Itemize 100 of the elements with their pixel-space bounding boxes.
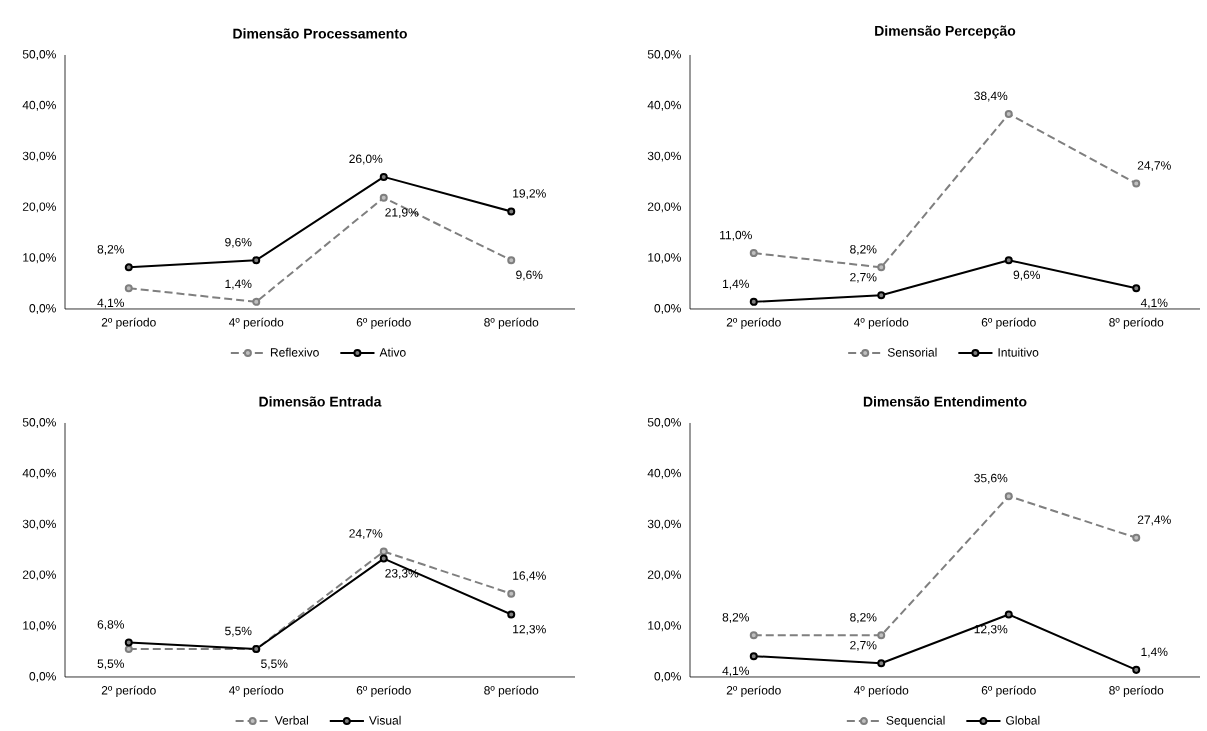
- point: [1004, 610, 1013, 619]
- point: [1132, 179, 1141, 188]
- point: [1132, 533, 1141, 542]
- x-tick-label: 6º período: [981, 685, 1036, 697]
- y-tick-label: 20,0%: [22, 202, 56, 213]
- point: [379, 547, 388, 556]
- x-tick-label: 8º período: [484, 317, 539, 329]
- data-label: 9,6%: [1013, 270, 1041, 281]
- point: [124, 645, 133, 654]
- x-tick-label: 4º período: [853, 317, 909, 329]
- point: [1132, 665, 1141, 674]
- x-tick-label: 4º período: [853, 685, 909, 697]
- data-label: 2,7%: [850, 640, 877, 651]
- data-label: 12,3%: [513, 624, 546, 635]
- data-label: 26,0%: [349, 154, 383, 165]
- point: [877, 659, 886, 668]
- data-label: 5,5%: [97, 659, 125, 670]
- point: [507, 256, 516, 265]
- y-tick-label: 10,0%: [23, 621, 56, 632]
- point: [124, 284, 133, 293]
- data-label: 8,2%: [850, 245, 877, 255]
- data-label: 8,2%: [97, 245, 125, 255]
- data-label: 38,4%: [974, 91, 1008, 102]
- chart-title: Dimensão Processamento: [233, 28, 407, 39]
- point: [877, 263, 886, 272]
- point: [379, 193, 388, 202]
- data-label: 12,3%: [974, 624, 1008, 635]
- data-label: 23,3%: [385, 569, 419, 579]
- x-tick-label: 2º período: [101, 685, 156, 697]
- point: [749, 297, 758, 306]
- legend-label: Reflexivo: [270, 347, 319, 357]
- point: [877, 291, 886, 300]
- data-label: 11,0%: [720, 230, 752, 241]
- y-tick-label: 40,0%: [647, 468, 681, 479]
- y-tick-label: 20,0%: [22, 570, 56, 581]
- y-tick-label: 0,0%: [29, 304, 56, 314]
- data-label: 9,6%: [516, 270, 543, 281]
- data-label: 4,1%: [97, 298, 125, 309]
- chart-title: Dimensão Entrada: [259, 396, 382, 407]
- point: [1004, 256, 1013, 265]
- point: [1132, 284, 1141, 293]
- y-tick-label: 10,0%: [23, 253, 56, 264]
- point: [507, 589, 516, 598]
- y-tick-label: 0,0%: [654, 672, 681, 682]
- y-tick-label: 40,0%: [647, 100, 681, 111]
- data-label: 6,8%: [97, 620, 125, 631]
- y-tick-label: 30,0%: [22, 151, 56, 162]
- x-tick-label: 2º período: [101, 317, 156, 329]
- legend-label: Ativo: [379, 347, 406, 357]
- legend-label: Sequencial: [886, 715, 945, 728]
- chart-title: Dimensão Percepção: [875, 25, 1016, 39]
- y-tick-label: 20,0%: [647, 570, 681, 581]
- data-label: 21,9%: [385, 208, 419, 219]
- data-label: 16,4%: [513, 571, 546, 582]
- x-tick-label: 8º período: [1109, 685, 1164, 697]
- y-tick-label: 10,0%: [648, 621, 681, 632]
- data-label: 2,7%: [850, 272, 877, 283]
- x-tick-label: 8º período: [1109, 317, 1164, 329]
- point: [507, 610, 516, 619]
- x-tick-label: 2º período: [726, 317, 781, 329]
- x-tick-label: 4º período: [228, 317, 284, 329]
- y-tick-label: 40,0%: [22, 468, 56, 479]
- point: [379, 172, 388, 181]
- data-label: 1,4%: [722, 279, 750, 290]
- data-label: 24,7%: [349, 529, 383, 540]
- point: [1004, 109, 1013, 118]
- y-tick-label: 20,0%: [647, 202, 681, 213]
- y-tick-label: 30,0%: [647, 151, 681, 162]
- data-label: 4,1%: [1140, 298, 1168, 309]
- x-tick-label: 8º período: [484, 685, 539, 697]
- point: [124, 263, 133, 272]
- y-tick-label: 50,0%: [647, 50, 681, 60]
- data-label: 5,5%: [225, 626, 252, 637]
- x-tick-label: 6º período: [356, 685, 411, 697]
- chart-title: Dimensão Entendimento: [863, 396, 1027, 407]
- point: [1004, 492, 1013, 501]
- y-tick-label: 40,0%: [22, 100, 56, 111]
- point: [507, 207, 516, 216]
- point: [252, 256, 261, 265]
- data-label: 8,2%: [850, 613, 877, 623]
- data-label: 1,4%: [225, 279, 252, 290]
- point: [877, 631, 886, 640]
- legend-label: Sensorial: [887, 347, 937, 357]
- x-tick-label: 4º período: [228, 685, 284, 697]
- y-tick-label: 30,0%: [647, 519, 681, 530]
- point: [252, 297, 261, 306]
- x-tick-label: 6º período: [356, 317, 411, 329]
- data-label: 5,5%: [261, 659, 288, 670]
- data-label: 4,1%: [722, 666, 750, 677]
- data-label: 27,4%: [1137, 515, 1171, 526]
- point: [749, 652, 758, 661]
- point: [749, 631, 758, 640]
- point: [124, 638, 133, 647]
- point: [379, 554, 388, 563]
- data-label: 35,6%: [974, 473, 1008, 484]
- data-label: 8,2%: [722, 613, 750, 623]
- legend-label: Intuitivo: [998, 347, 1039, 357]
- y-tick-label: 0,0%: [654, 304, 681, 314]
- y-tick-label: 10,0%: [648, 253, 681, 264]
- data-label: 1,4%: [1141, 647, 1168, 658]
